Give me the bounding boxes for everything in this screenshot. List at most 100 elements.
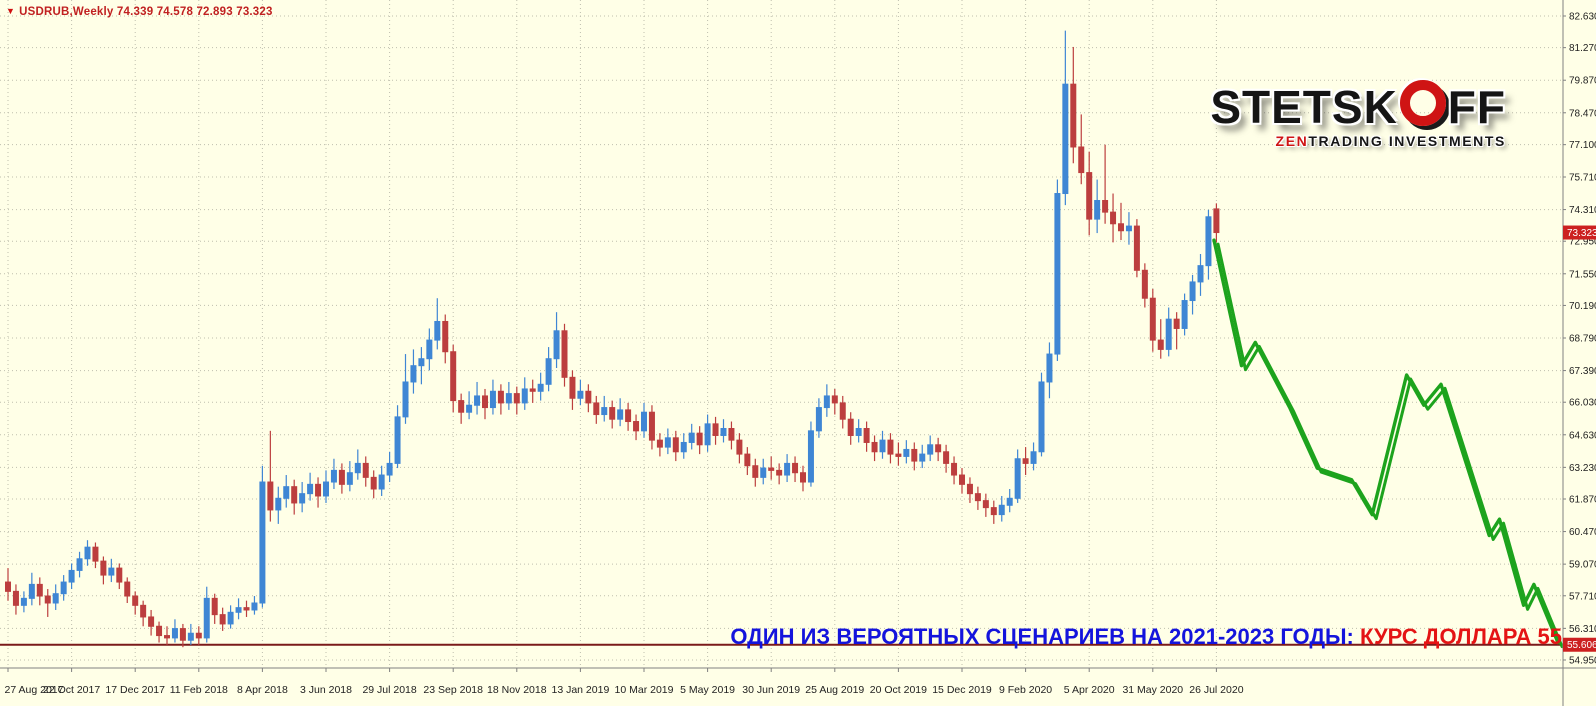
candle-body: [696, 432, 703, 446]
candle-body: [744, 453, 751, 467]
candle-body: [12, 590, 19, 606]
candle-body: [108, 567, 115, 576]
watermark-logo: STETSK FF ZENTRADING INVESTMENTS: [1210, 80, 1506, 148]
candle-body: [1006, 497, 1013, 506]
time-label: 9 Feb 2020: [999, 684, 1052, 696]
candle-body: [171, 628, 178, 639]
candle-body: [323, 481, 329, 497]
candle-body: [990, 507, 997, 516]
price-label: 74.310: [1569, 205, 1596, 216]
price-label: 75.710: [1569, 173, 1596, 184]
candle-body: [648, 411, 655, 441]
candle-body: [966, 483, 973, 495]
candle-body: [124, 581, 131, 597]
candle-body: [164, 635, 170, 639]
candle-body: [521, 388, 528, 404]
candle-body: [537, 383, 544, 392]
candle-body: [1197, 265, 1204, 283]
candle-body: [148, 616, 155, 627]
candle-body: [823, 395, 830, 409]
price-label: 60.470: [1569, 527, 1596, 538]
candle-body: [187, 632, 194, 641]
symbol-ohlc-text: USDRUB,Weekly 74.339 74.578 72.893 73.32…: [19, 6, 273, 18]
candle-body: [895, 453, 902, 457]
price-label: 81.270: [1569, 43, 1596, 54]
caption-red-text: КУРС ДОЛЛАРА 55: [1360, 624, 1562, 649]
logo-sub-rest: TRADING INVESTMENTS: [1308, 133, 1506, 149]
candle-body: [807, 430, 814, 483]
candle-body: [879, 439, 886, 453]
candle-body: [60, 581, 67, 595]
candle-body: [84, 546, 91, 560]
time-label: 5 May 2019: [680, 684, 735, 696]
price-label: 59.070: [1569, 560, 1596, 571]
candle-body: [847, 418, 854, 436]
candle-body: [434, 320, 441, 341]
candle-body: [354, 462, 361, 474]
price-label: 64.630: [1569, 430, 1596, 441]
candle-body: [1102, 199, 1109, 213]
price-label: 72.950: [1569, 237, 1596, 248]
candle-body: [179, 628, 186, 641]
candle-body: [203, 597, 210, 639]
candle-body: [1070, 83, 1077, 148]
candle-body: [577, 390, 584, 399]
logo-subtitle: ZENTRADING INVESTMENTS: [1210, 134, 1506, 148]
candle-body: [752, 465, 759, 478]
candle-body: [768, 467, 775, 471]
candle-body: [283, 486, 290, 499]
candle-body: [1173, 318, 1180, 329]
candle-body: [593, 402, 600, 416]
candle-body: [442, 320, 449, 353]
candle-body: [100, 560, 107, 576]
svg-text:73.323: 73.323: [1567, 228, 1596, 239]
candle-body: [1086, 172, 1093, 220]
candle-body: [672, 437, 679, 453]
candle-body: [394, 416, 401, 464]
candle-body: [1022, 458, 1029, 464]
candle-body: [330, 469, 337, 483]
candle-body: [219, 614, 226, 625]
candle-body: [688, 432, 695, 443]
candle-body: [1038, 381, 1045, 453]
candle-body: [116, 567, 123, 583]
symbol-triangle-icon: ▼: [6, 6, 16, 16]
price-label: 78.470: [1569, 108, 1596, 119]
candle-body: [1133, 225, 1140, 271]
candle-body: [1110, 211, 1117, 225]
time-label: 3 Jun 2018: [300, 684, 352, 696]
candle-body: [1213, 208, 1220, 234]
candle-body: [569, 376, 576, 399]
price-label: 68.790: [1569, 334, 1596, 345]
candle-body: [36, 583, 43, 597]
candle-body: [227, 611, 234, 625]
candle-body: [251, 602, 258, 611]
candle-body: [402, 381, 409, 418]
candle-body: [1205, 216, 1212, 267]
candle-body: [1014, 458, 1021, 499]
time-label: 29 Jul 2018: [362, 684, 416, 696]
candle-body: [736, 439, 743, 455]
candle-body: [346, 472, 353, 485]
time-label: 8 Apr 2018: [237, 684, 288, 696]
candle-body: [378, 474, 385, 490]
logo-text-left: STETSK: [1210, 81, 1398, 133]
candle-body: [44, 595, 51, 604]
candle-body: [641, 411, 647, 432]
candle-body: [656, 439, 663, 448]
candle-body: [497, 390, 504, 404]
candle-body: [466, 404, 473, 413]
candle-body: [903, 448, 910, 457]
candle-body: [489, 390, 496, 409]
candle-body: [52, 593, 59, 604]
price-label: 77.100: [1569, 140, 1596, 151]
price-label: 54.950: [1569, 656, 1596, 667]
candle-body: [1062, 83, 1069, 195]
candle-body: [418, 358, 425, 367]
candle-body: [784, 462, 791, 476]
candle-body: [680, 441, 687, 453]
time-label: 27 Aug 2017: [5, 684, 64, 696]
